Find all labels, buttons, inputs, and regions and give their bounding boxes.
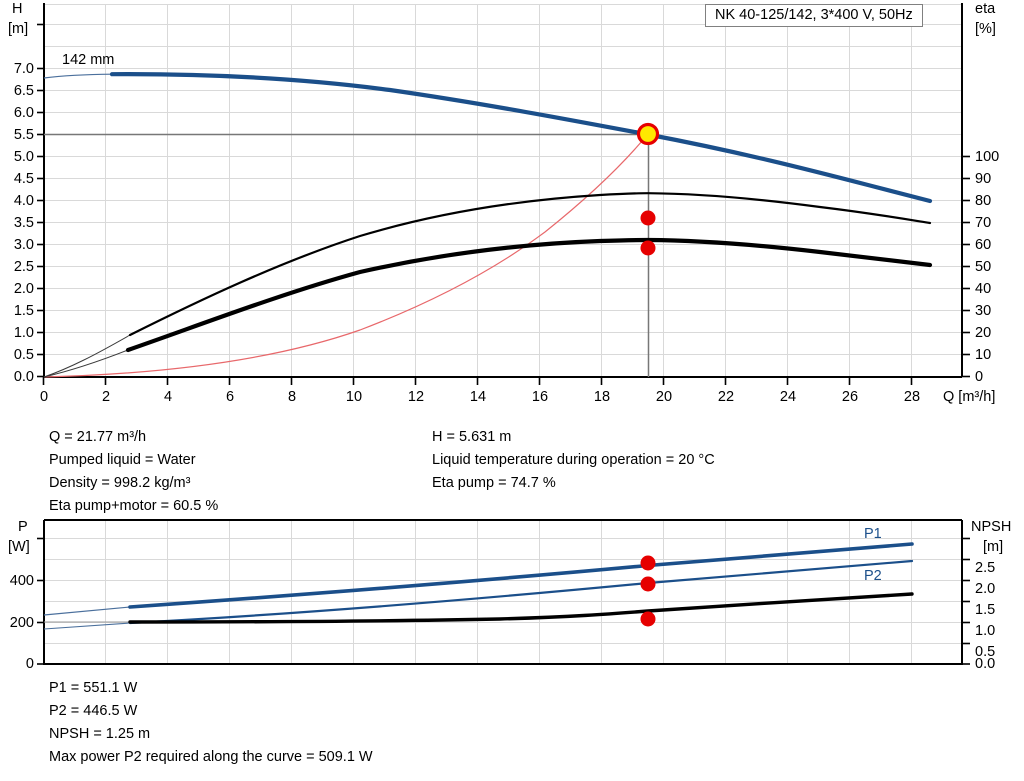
p1-curve-label: P1 xyxy=(864,526,882,542)
q-tick: 28 xyxy=(903,389,921,405)
eta-pump-motor-duty-marker xyxy=(640,240,656,256)
power-axis-unit: [W] xyxy=(8,539,30,555)
power-npsh-plot xyxy=(37,519,970,665)
eta-pump-motor-curve-extension xyxy=(43,349,129,378)
h-tick: 0.5 xyxy=(13,347,34,363)
npsh-tick: 1.5 xyxy=(975,602,996,618)
h-tick: 3.5 xyxy=(13,215,34,231)
h-tick: 5.0 xyxy=(13,149,34,165)
pump-title-text: NK 40-125/142, 3*400 V, 50Hz xyxy=(715,7,913,23)
power-info-npsh: NPSH = 1.25 m xyxy=(49,726,151,742)
eta-tick: 80 xyxy=(975,193,992,209)
eta-tick: 0 xyxy=(975,369,984,385)
eta-tick: 40 xyxy=(975,281,992,297)
power-info-max-p2: Max power P2 required along the curve = … xyxy=(49,749,373,765)
q-tick: 2 xyxy=(101,389,111,405)
eta-pump-duty-marker xyxy=(640,210,656,226)
q-tick: 4 xyxy=(163,389,173,405)
q-tick: 6 xyxy=(225,389,235,405)
q-tick: 8 xyxy=(287,389,297,405)
duty-info-h: H = 5.631 m xyxy=(432,429,512,445)
q-tick: 24 xyxy=(779,389,797,405)
power-tick: 0 xyxy=(25,656,34,672)
h-tick: 5.5 xyxy=(13,127,34,143)
p1-curve-extension xyxy=(43,606,131,616)
npsh-duty-marker xyxy=(640,611,656,627)
eta-pump-motor-curve xyxy=(125,237,933,353)
head-axis-unit: [m] xyxy=(8,21,29,37)
npsh-axis-label: NPSH xyxy=(971,519,1012,535)
p1-duty-marker xyxy=(640,555,656,571)
h-tick: 4.5 xyxy=(13,171,34,187)
h-tick: 1.5 xyxy=(13,303,34,319)
power-info-p1: P1 = 551.1 W xyxy=(49,680,138,696)
q-tick: 20 xyxy=(655,389,673,405)
q-tick: 10 xyxy=(345,389,363,405)
npsh-tick: 0.5 xyxy=(975,644,996,660)
duty-info-density: Density = 998.2 kg/m³ xyxy=(49,475,191,491)
pump-title-box: NK 40-125/142, 3*400 V, 50Hz xyxy=(705,4,923,27)
head-axis-label-unit: H xyxy=(12,1,22,17)
h-tick: 7.0 xyxy=(13,61,34,77)
eta-tick: 10 xyxy=(975,347,992,363)
eta-pump-curve-extension xyxy=(43,334,131,378)
eta-tick: 30 xyxy=(975,303,992,319)
head-curve-extension xyxy=(43,73,113,79)
q-tick: 16 xyxy=(531,389,549,405)
npsh-tick: 2.0 xyxy=(975,581,996,597)
power-axis-label: P xyxy=(18,519,28,535)
duty-info-eta-pump: Eta pump = 74.7 % xyxy=(432,475,556,491)
h-tick: 3.0 xyxy=(13,237,34,253)
npsh-tick: 0.0 xyxy=(975,656,996,672)
duty-info-q: Q = 21.77 m³/h xyxy=(49,429,147,445)
duty-point-marker[interactable] xyxy=(636,122,660,146)
npsh-curve xyxy=(128,592,914,624)
h-tick: 0.0 xyxy=(13,369,34,385)
q-tick: 18 xyxy=(593,389,611,405)
q-axis-label: Q [m³/h] xyxy=(943,389,996,405)
p1-curve xyxy=(128,542,914,609)
head-eta-plot xyxy=(37,3,970,385)
p2-curve-extension xyxy=(43,622,131,630)
h-tick: 4.0 xyxy=(13,193,34,209)
eta-tick: 20 xyxy=(975,325,992,341)
duty-info-liquid: Pumped liquid = Water xyxy=(49,452,196,468)
eta-tick: 70 xyxy=(975,215,992,231)
p2-curve-label: P2 xyxy=(864,568,882,584)
impeller-size-label: 142 mm xyxy=(62,52,115,68)
duty-info-eta-pump-motor: Eta pump+motor = 60.5 % xyxy=(49,498,219,514)
power-info-p2: P2 = 446.5 W xyxy=(49,703,138,719)
p2-duty-marker xyxy=(640,576,656,592)
h-tick: 2.5 xyxy=(13,259,34,275)
eta-pump-curve xyxy=(128,192,932,337)
h-tick: 6.5 xyxy=(13,83,34,99)
q-tick: 14 xyxy=(469,389,487,405)
power-tick: 400 xyxy=(9,573,34,589)
eta-tick: 90 xyxy=(975,171,992,187)
h-tick: 6.0 xyxy=(13,105,34,121)
power-tick: 200 xyxy=(9,615,34,631)
eta-tick: 100 xyxy=(975,149,1000,165)
npsh-axis-unit: [m] xyxy=(983,539,1004,555)
q-tick: 0 xyxy=(39,389,49,405)
duty-info-temperature: Liquid temperature during operation = 20… xyxy=(432,452,715,468)
q-tick: 22 xyxy=(717,389,735,405)
npsh-tick: 1.0 xyxy=(975,623,996,639)
eta-axis-label: eta xyxy=(975,1,996,17)
q-tick: 26 xyxy=(841,389,859,405)
h-tick: 2.0 xyxy=(13,281,34,297)
eta-axis-unit: [%] xyxy=(975,21,996,37)
system-curve xyxy=(43,133,649,378)
p2-curve xyxy=(128,559,914,625)
npsh-tick: 2.5 xyxy=(975,560,996,576)
head-axis-label: H xyxy=(12,1,23,17)
q-tick: 12 xyxy=(407,389,425,405)
head-curve xyxy=(109,72,933,204)
eta-tick: 50 xyxy=(975,259,992,275)
h-tick: 1.0 xyxy=(13,325,34,341)
eta-tick: 60 xyxy=(975,237,992,253)
